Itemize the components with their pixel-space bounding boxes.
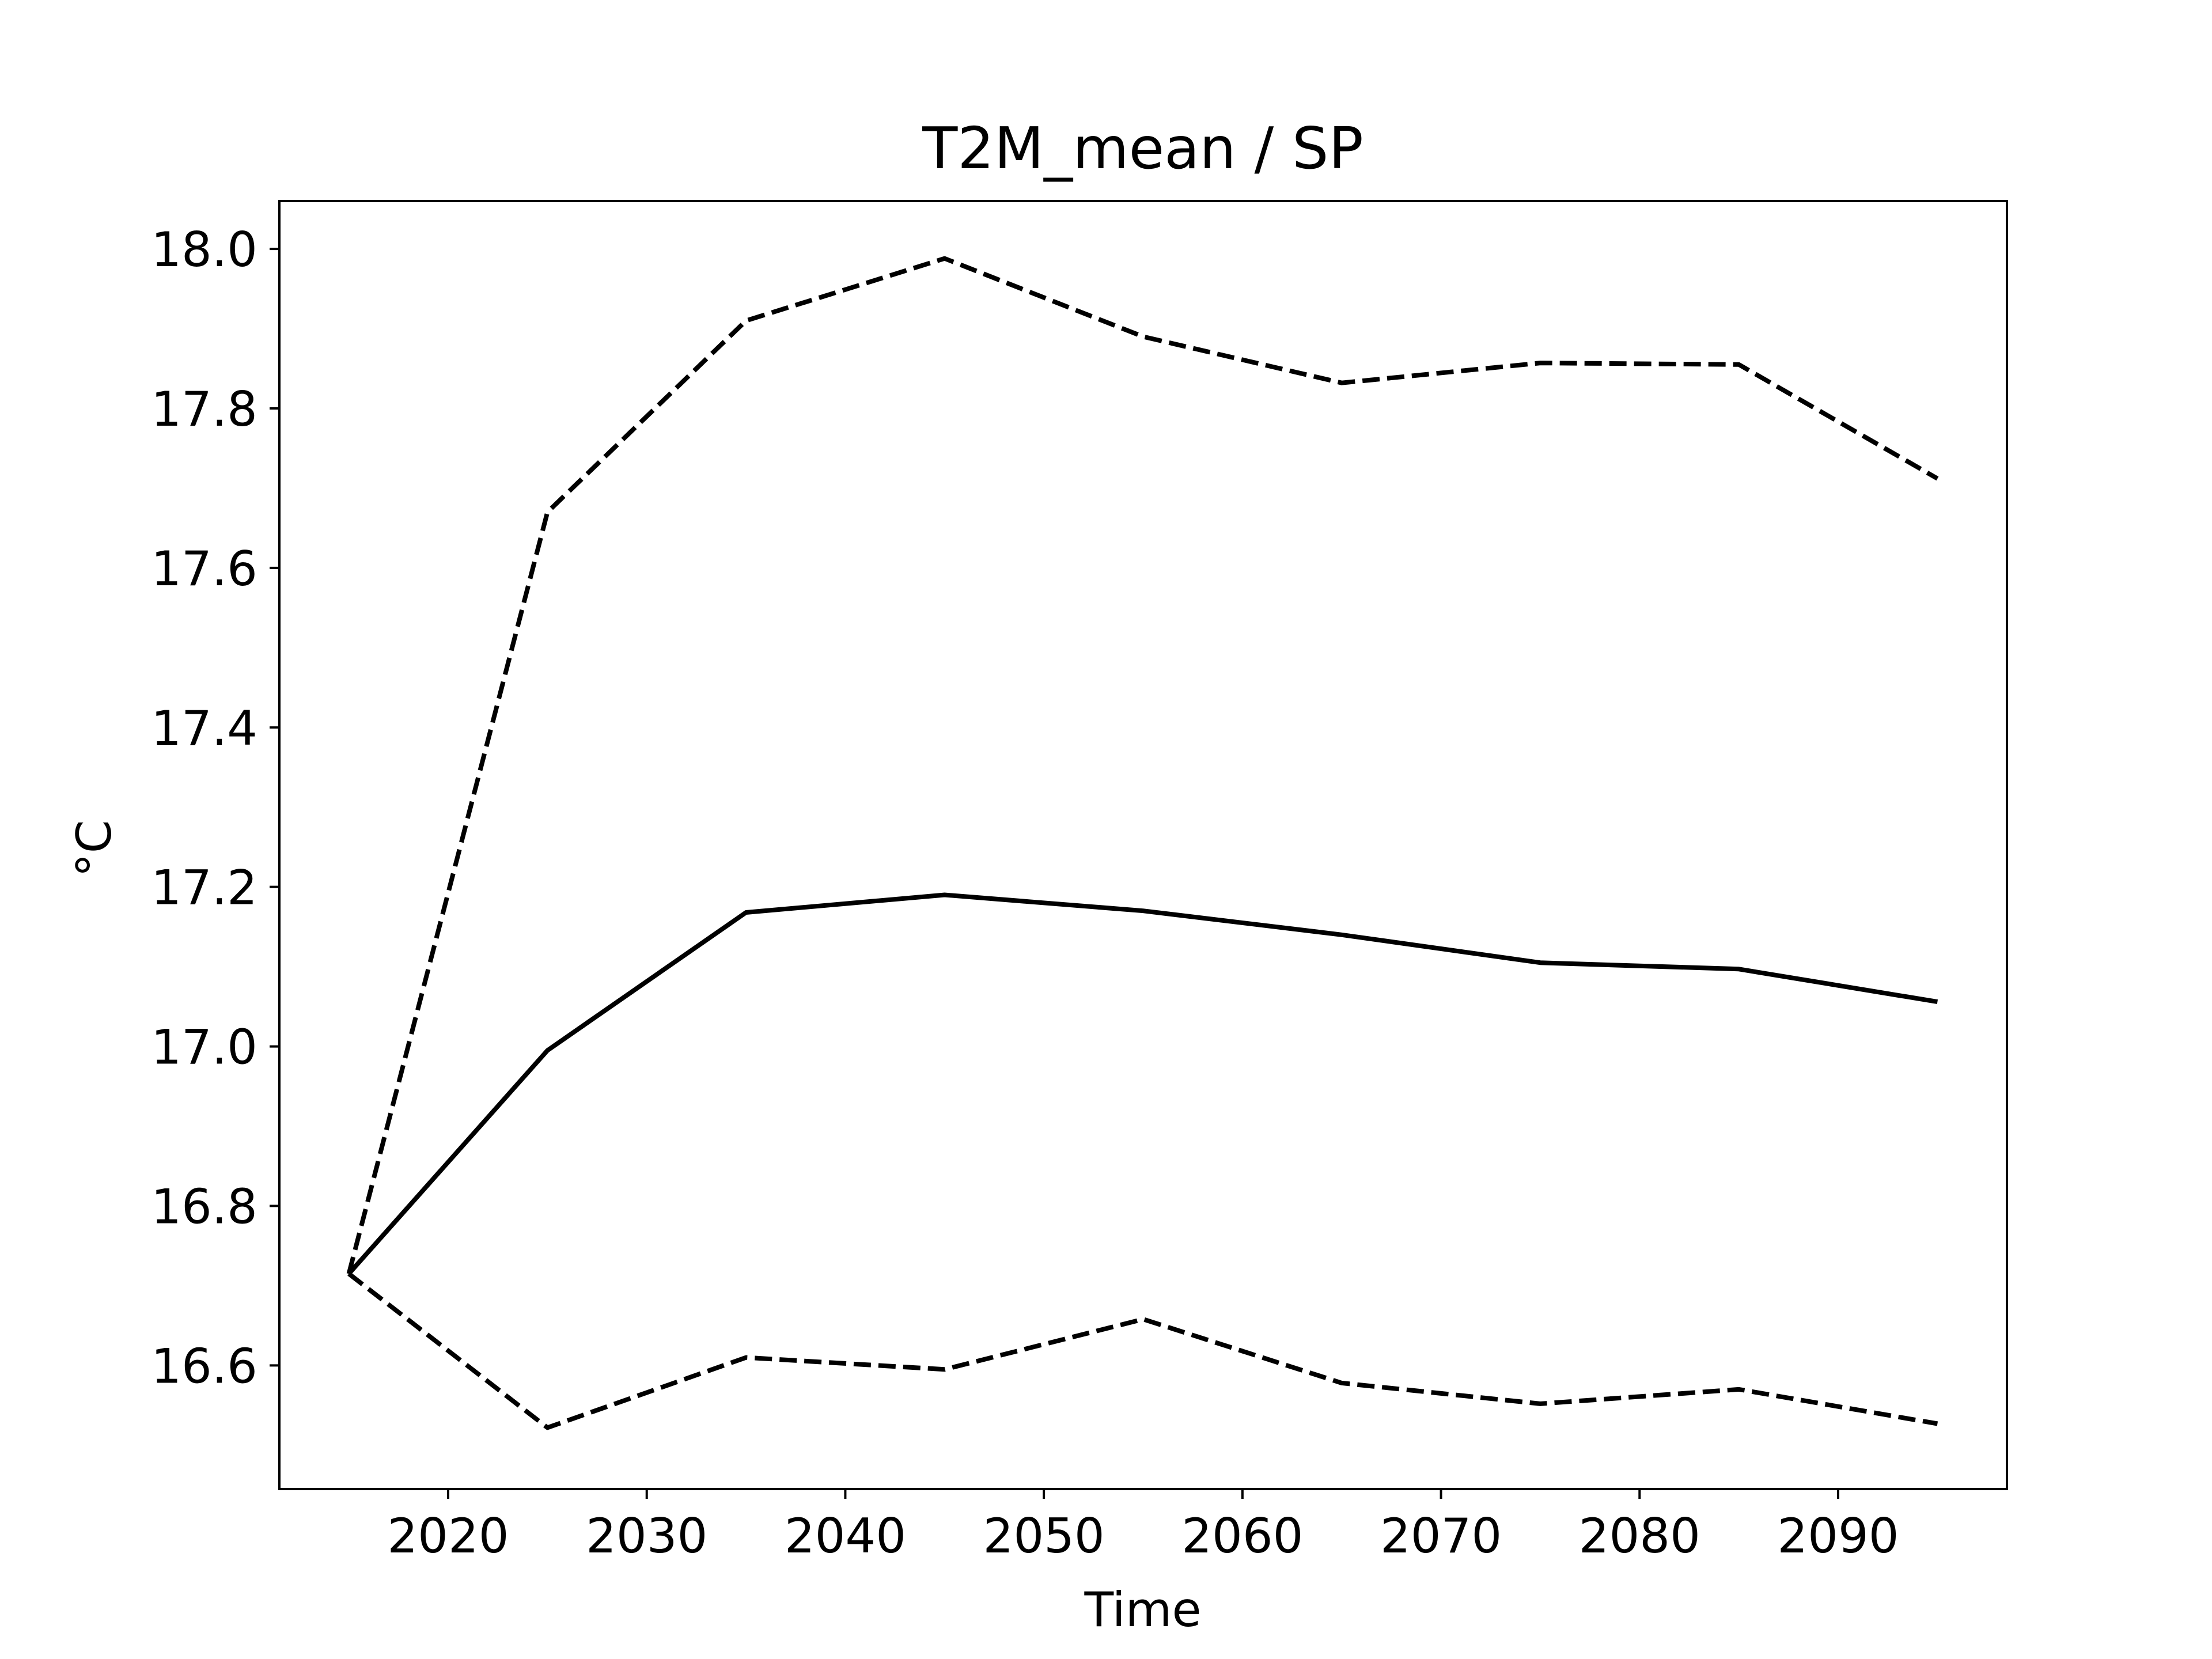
y-tick-label: 17.2 [151,860,257,916]
y-tick-label: 17.6 [151,541,257,597]
y-tick-label: 16.8 [151,1179,257,1234]
y-tick-label: 16.6 [151,1338,257,1394]
x-tick-label: 2060 [1181,1508,1303,1564]
plot-area [346,256,1939,1430]
x-tick-label: 2080 [1579,1508,1700,1564]
plot-frame [278,200,2008,1490]
x-tick-label: 2030 [586,1508,707,1564]
x-tick-label: 2040 [785,1508,906,1564]
series-line-1 [346,256,1939,1275]
y-tick-label: 18.0 [151,222,257,278]
series-line-0 [347,892,1938,1275]
y-axis-label: °C [66,820,122,877]
x-tick-label: 2090 [1777,1508,1899,1564]
x-tick-label: 2020 [387,1508,509,1564]
y-tick-label: 17.4 [151,700,257,756]
chart-title: T2M_mean / SP [922,115,1363,182]
x-axis-label: Time [1084,1582,1201,1638]
x-tick-label: 2050 [983,1508,1105,1564]
series-line-2 [347,1272,1938,1430]
x-axis: 2020 2030 2040 2050 2060 2070 2080 2090 [387,1489,1899,1564]
y-tick-label: 17.0 [151,1020,257,1075]
y-tick-label: 17.8 [151,381,257,437]
y-axis: 16.6 16.8 17.0 17.2 17.4 17.6 17.8 18.0 [151,222,279,1394]
x-tick-label: 2070 [1380,1508,1502,1564]
